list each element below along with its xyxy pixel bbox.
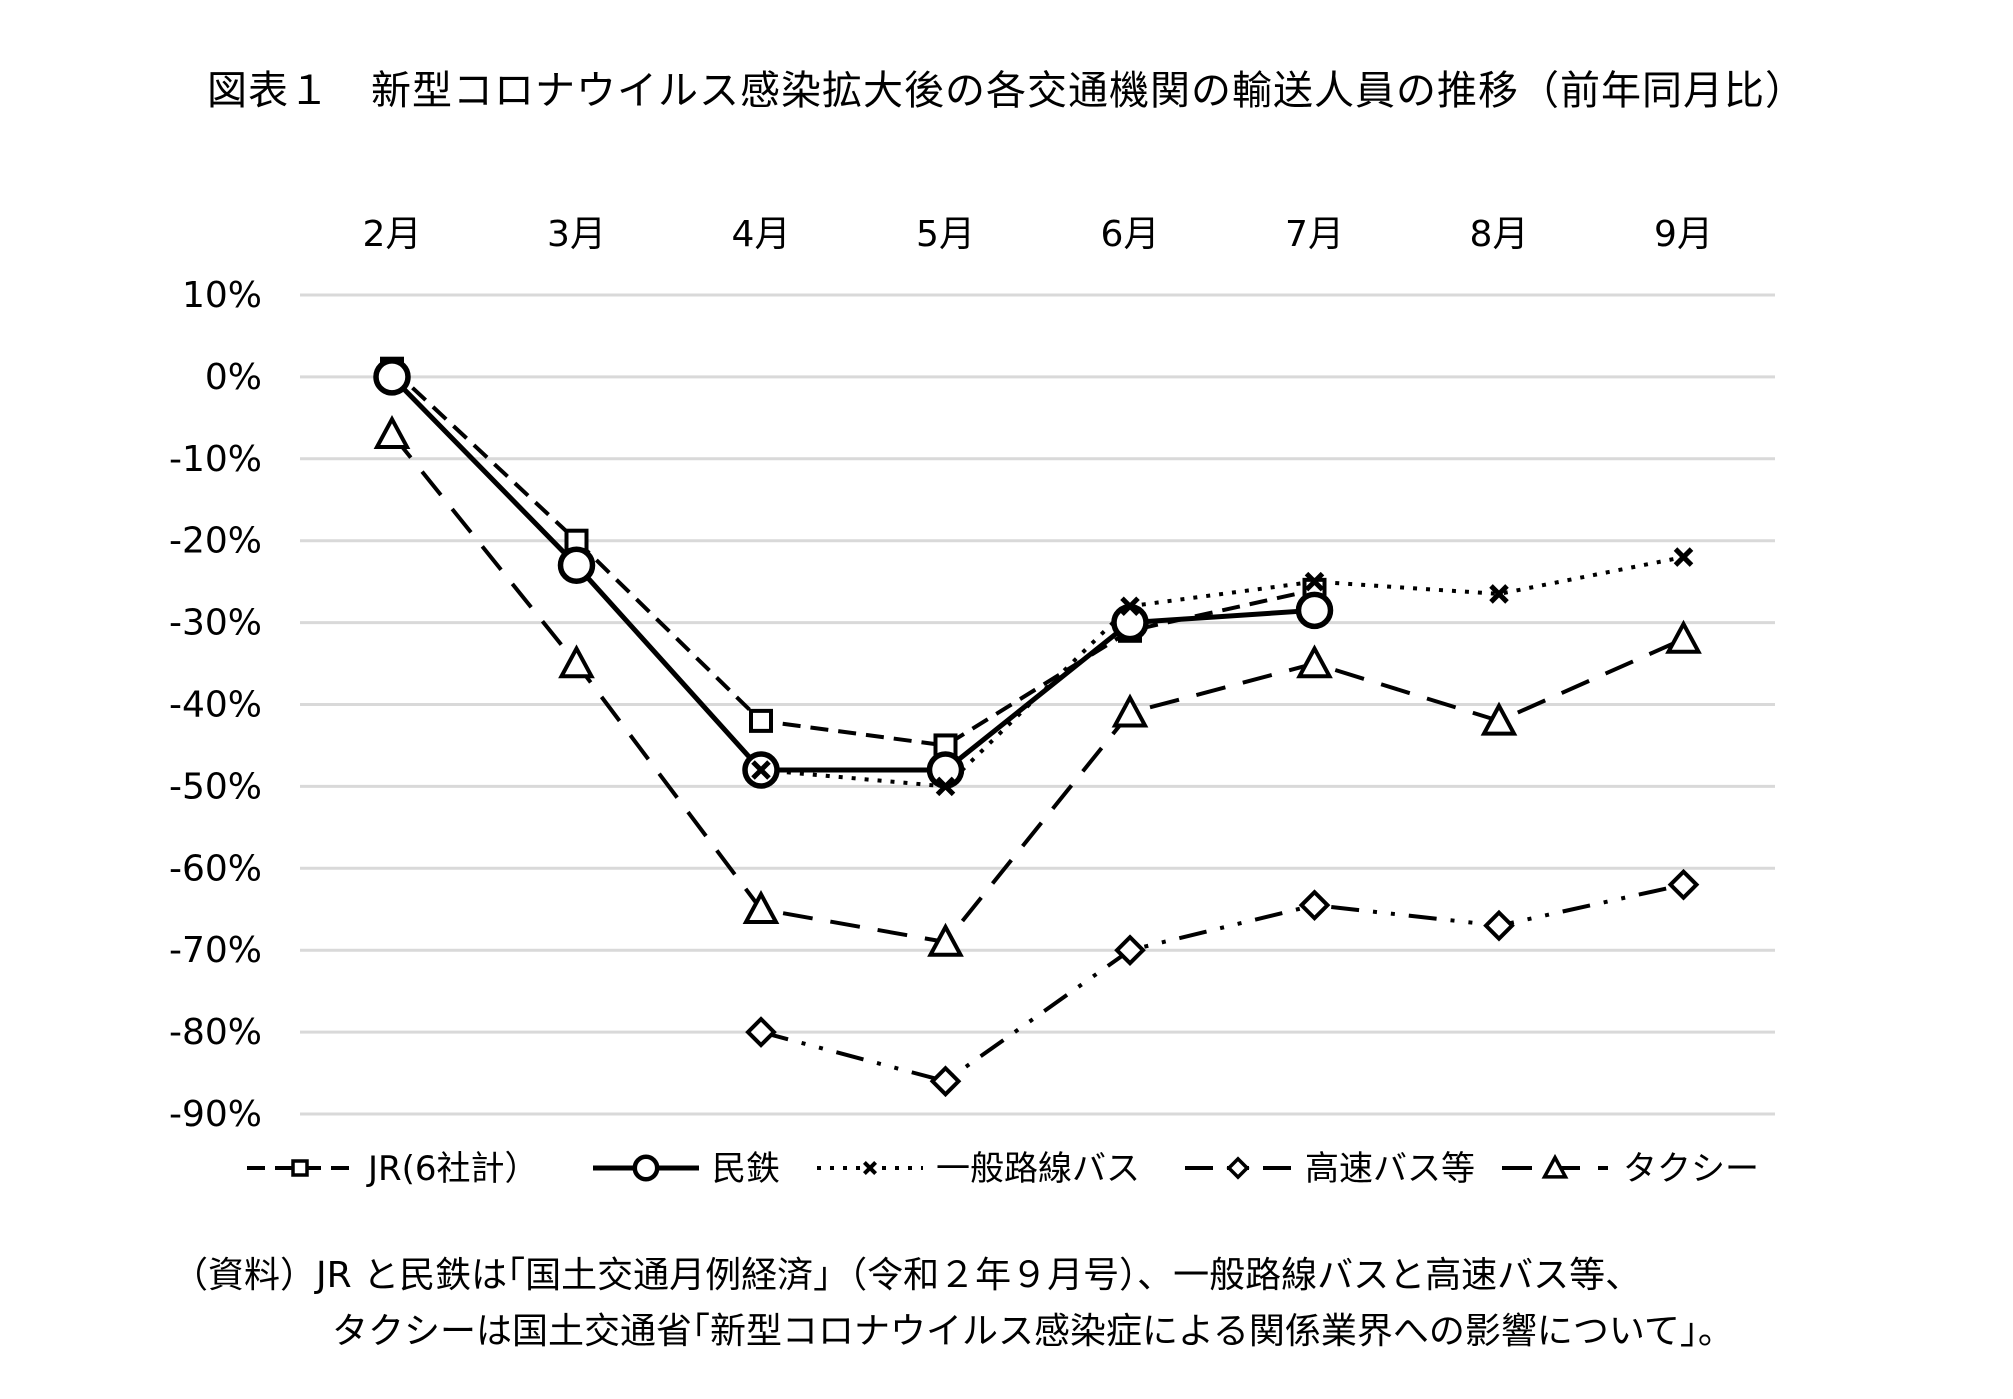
marker-triangle bbox=[1111, 693, 1149, 728]
chart-title: 図表１ 新型コロナウイルス感染拡大後の各交通機関の輸送人員の推移（前年同月比） bbox=[207, 68, 1806, 114]
marker-triangle bbox=[927, 922, 964, 957]
x-tick-label: 4月 bbox=[732, 214, 791, 255]
marker-x bbox=[1120, 596, 1140, 616]
x-tick-label: 8月 bbox=[1470, 214, 1529, 255]
series-lines bbox=[390, 367, 1685, 1084]
series-markers bbox=[373, 356, 1702, 1098]
legend-label: 民鉄 bbox=[712, 1149, 780, 1189]
marker-x bbox=[935, 776, 956, 797]
x-tick-label: 6月 bbox=[1101, 214, 1160, 255]
y-tick-label: -70% bbox=[169, 930, 262, 971]
marker-x bbox=[1304, 571, 1325, 592]
marker-triangle bbox=[1541, 1153, 1569, 1179]
marker-diamond bbox=[745, 1016, 777, 1048]
marker-circle bbox=[1295, 591, 1334, 630]
marker-triangle bbox=[1480, 701, 1518, 736]
marker-diamond bbox=[1298, 889, 1331, 921]
marker-square bbox=[749, 708, 773, 733]
series-line bbox=[760, 555, 1684, 789]
series-line bbox=[760, 882, 1684, 1084]
x-tick-label: 3月 bbox=[547, 214, 606, 255]
marker-diamond bbox=[1483, 909, 1515, 942]
y-tick-label: -40% bbox=[169, 685, 262, 726]
y-tick-labels: 10% 0% -10% -20% -30% -40% -50% -60% -70% -80% -90… bbox=[169, 275, 262, 1135]
y-tick-label: -30% bbox=[169, 603, 262, 644]
y-tick-label: -50% bbox=[169, 766, 262, 807]
series-line bbox=[390, 367, 1315, 748]
legend-label: タクシー bbox=[1623, 1149, 1759, 1189]
x-tick-label: 7月 bbox=[1285, 214, 1344, 255]
series-line bbox=[390, 375, 1315, 773]
y-tick-label: 0% bbox=[205, 357, 262, 398]
marker-square bbox=[291, 1159, 309, 1177]
marker-diamond bbox=[1667, 868, 1700, 901]
y-tick-label: -90% bbox=[169, 1094, 262, 1135]
legend-label: 高速バス等 bbox=[1305, 1149, 1475, 1189]
legend-label: 一般路線バス bbox=[936, 1149, 1140, 1189]
marker-diamond bbox=[1226, 1156, 1250, 1180]
x-tick-label: 2月 bbox=[363, 214, 422, 255]
marker-triangle bbox=[742, 890, 780, 924]
source-note: （資料）JR と民鉄は｢国土交通月例経済｣（令和２年９月号）、一般路線バスと高速… bbox=[172, 1248, 1734, 1360]
marker-x bbox=[1489, 584, 1509, 604]
marker-circle bbox=[1111, 603, 1149, 642]
source-note-line1: （資料）JR と民鉄は｢国土交通月例経済｣（令和２年９月号）、一般路線バスと高速… bbox=[172, 1255, 1642, 1296]
marker-triangle bbox=[1665, 619, 1702, 654]
marker-triangle bbox=[558, 644, 595, 679]
marker-circle bbox=[926, 751, 965, 789]
marker-diamond bbox=[929, 1065, 962, 1098]
marker-x bbox=[862, 1160, 878, 1176]
series-line bbox=[390, 432, 1685, 945]
marker-x bbox=[751, 760, 771, 780]
source-note-line2: タクシーは国土交通省｢新型コロナウイルス感染症による関係業界への影響について｣。 bbox=[332, 1311, 1734, 1352]
marker-triangle bbox=[373, 415, 411, 449]
y-tick-label: -60% bbox=[169, 848, 262, 889]
marker-circle bbox=[557, 546, 596, 585]
gridlines bbox=[300, 293, 1775, 1116]
x-tick-label: 9月 bbox=[1654, 214, 1713, 255]
y-tick-label: 10% bbox=[182, 275, 262, 316]
y-tick-label: -10% bbox=[169, 439, 262, 480]
marker-diamond bbox=[1114, 934, 1146, 967]
legend-label: JR(6社計） bbox=[366, 1149, 539, 1189]
x-tick-label: 5月 bbox=[916, 214, 975, 255]
legend: JR(6社計） 民鉄 一般路線バス 高速バス等 タクシー bbox=[247, 1149, 1759, 1189]
x-tick-labels: 2月 3月 4月 5月 6月 7月 8月 9月 bbox=[363, 214, 1713, 255]
y-tick-label: -20% bbox=[169, 521, 262, 562]
y-tick-label: -80% bbox=[169, 1012, 262, 1053]
marker-triangle bbox=[1296, 644, 1333, 679]
marker-x bbox=[1673, 547, 1694, 567]
marker-circle bbox=[373, 358, 411, 396]
marker-circle bbox=[632, 1154, 660, 1182]
